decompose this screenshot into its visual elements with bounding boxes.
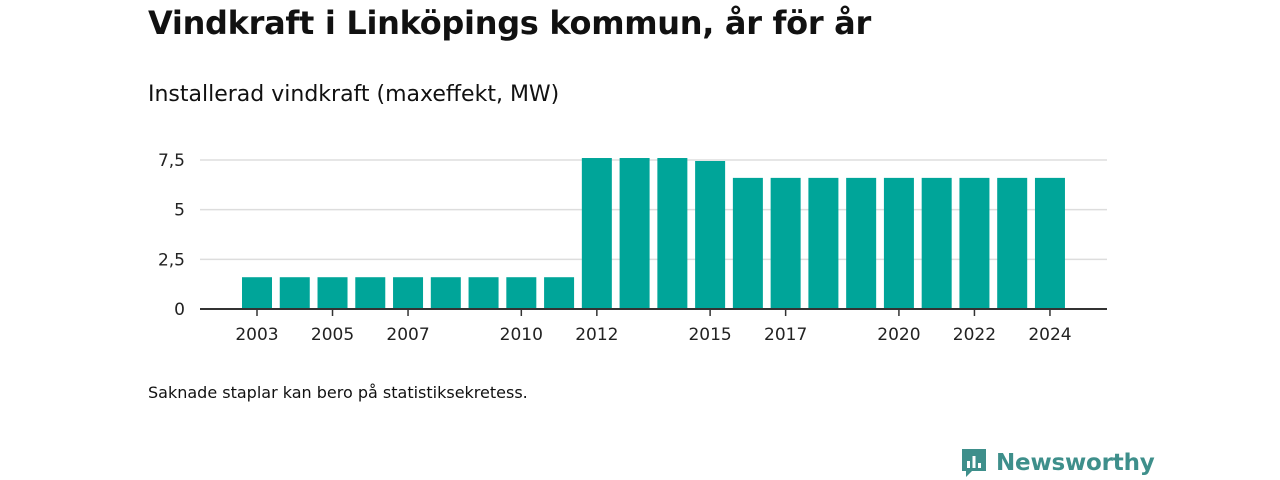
bar-2008 [430,277,461,309]
bar-2010 [506,277,537,309]
bar-2009 [468,277,499,309]
x-tick-label: 2022 [953,325,996,345]
bar-2007 [393,277,424,309]
footnote: Saknade staplar kan bero på statistiksek… [148,383,528,402]
bar-2003 [242,277,272,309]
bar-2006 [355,277,386,309]
y-tick-label: 5 [174,201,185,221]
bar-2019 [846,177,877,309]
x-tick-label: 2003 [235,325,278,345]
bar-2016 [732,177,763,309]
bar-2012 [581,158,612,309]
bar-2022 [959,177,990,309]
x-tick-label: 2020 [877,325,920,345]
bar-2014 [657,158,688,309]
bar-2020 [883,177,914,309]
bar-2018 [808,177,839,309]
chart-title: Vindkraft i Linköpings kommun, år för år [148,4,871,42]
x-tick-label: 2007 [386,325,429,345]
bar-2004 [279,277,310,309]
brand-logo: Newsworthy [960,447,1155,479]
bar-2005 [317,277,348,309]
bar-2021 [921,177,952,309]
bar-2015 [695,160,726,309]
y-tick-label: 2,5 [158,250,185,270]
bar-2024 [1034,177,1065,309]
x-tick-label: 2005 [311,325,354,345]
x-tick-label: 2012 [575,325,618,345]
x-tick-label: 2024 [1028,325,1071,345]
bar-2013 [619,158,650,309]
bar-2011 [544,277,575,309]
chart-subtitle: Installerad vindkraft (maxeffekt, MW) [148,82,560,107]
newsworthy-logo-icon [962,449,986,477]
bar-chart: 0 2,5 5 7,5 2003 2005 2007 2010 2012 2015 2017 2020… [158,151,1107,345]
bar-2023 [997,177,1028,309]
y-tick-label: 0 [174,300,185,320]
y-tick-label: 7,5 [158,151,185,171]
x-tick-label: 2015 [688,325,731,345]
bar-2017 [770,177,801,309]
x-tick-label: 2010 [500,325,543,345]
brand-name: Newsworthy [996,450,1155,476]
x-tick-label: 2017 [764,325,807,345]
